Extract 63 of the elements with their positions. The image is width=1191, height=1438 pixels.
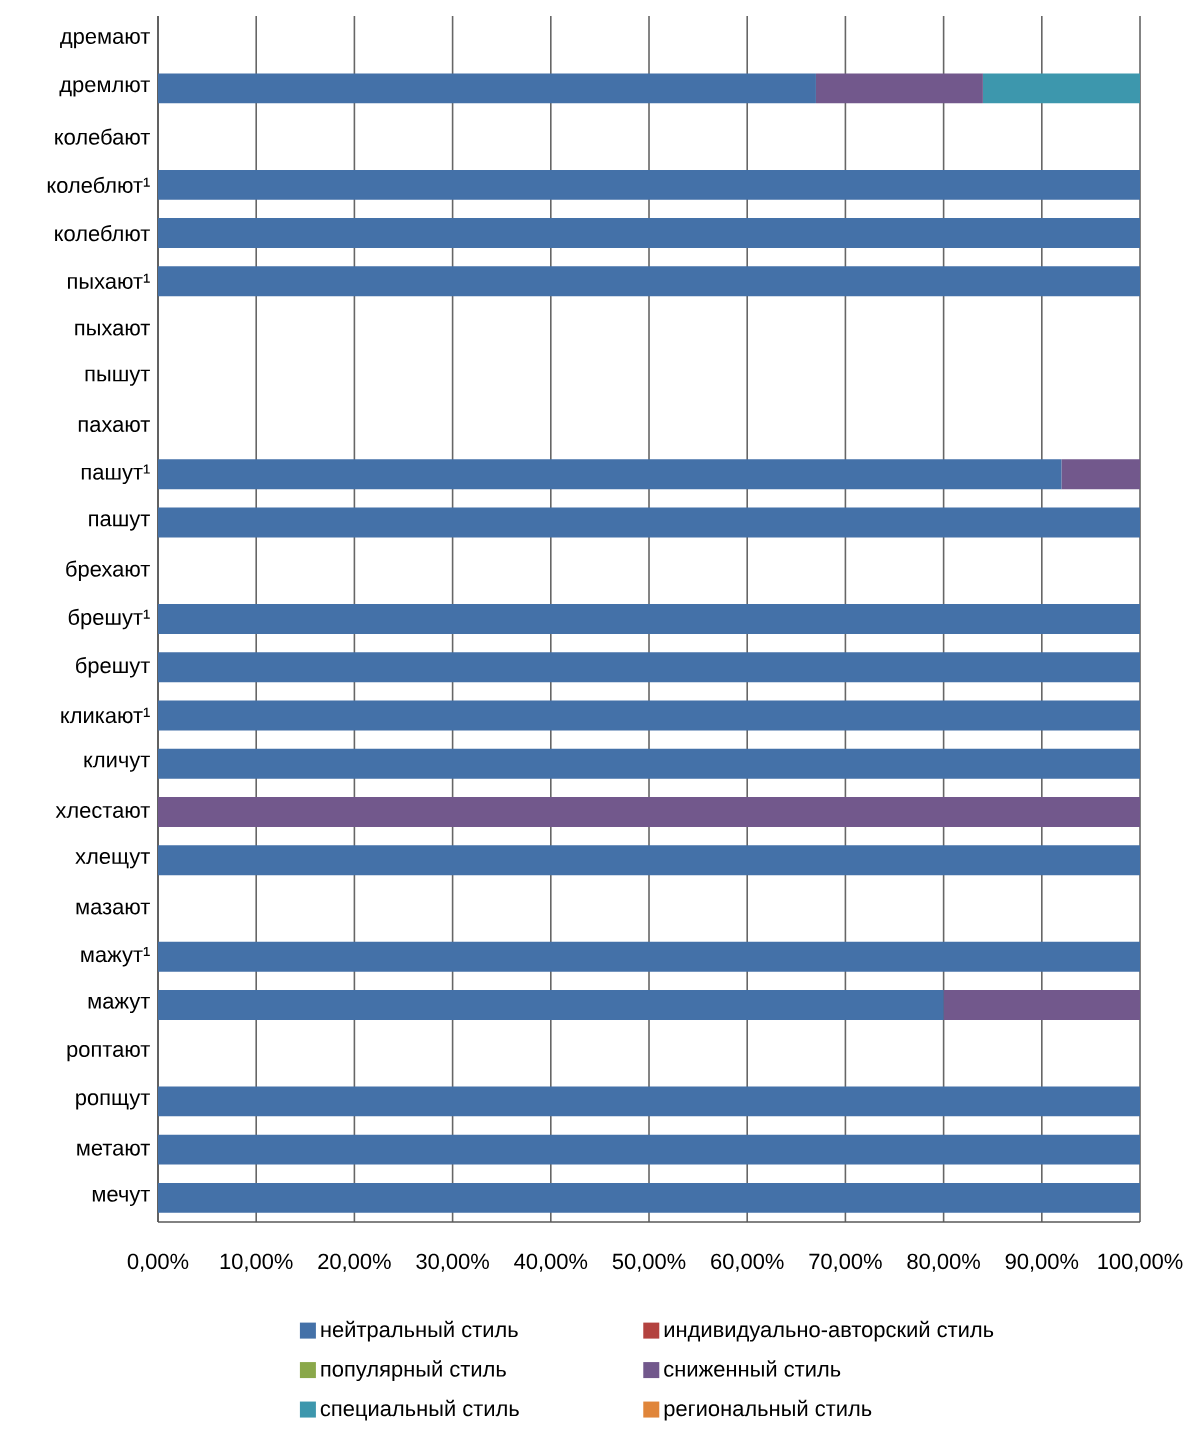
y-tick-label: кликают¹: [61, 707, 151, 724]
y-tick-label: ропщут: [76, 1093, 151, 1110]
bar: [158, 1086, 1141, 1117]
legend-label: индивидуально-авторский стиль: [665, 1320, 994, 1342]
x-tick-label: 70,00%: [809, 1253, 882, 1272]
y-tick-label: мажут: [88, 996, 151, 1014]
y-tick-label: дремают: [60, 31, 151, 49]
bar: [158, 169, 1141, 200]
y-tick-label: пыхают: [75, 323, 151, 336]
x-tick-label: 10,00%: [220, 1253, 293, 1272]
bar: [158, 218, 1141, 249]
bar: [158, 748, 1141, 779]
legend-label: нейтральный стиль: [321, 1320, 518, 1342]
y-tick-label: хлещут: [75, 852, 151, 869]
x-tick-label: 90,00%: [1005, 1253, 1079, 1272]
y-tick-label: колеблют¹: [48, 176, 151, 193]
x-tick-label: 40,00%: [514, 1253, 588, 1272]
y-tick-label: мажут¹: [81, 946, 151, 967]
y-tick-label: пашут¹: [82, 464, 151, 485]
x-tick-label: 0,00%: [127, 1253, 189, 1272]
y-tick-label: дремлют: [59, 80, 151, 97]
y-tick-label: брешут: [76, 656, 151, 678]
bar: [158, 797, 1141, 827]
y-tick-label: брехают: [66, 560, 151, 582]
bar: [158, 73, 817, 104]
y-tick-label: пахают: [79, 420, 151, 433]
bar: [1061, 459, 1141, 490]
legend-label: популярный стиль: [321, 1360, 507, 1382]
y-tick-label: мечут: [93, 1189, 151, 1207]
y-tick-label: мазают: [76, 902, 151, 915]
x-tick-label: 20,00%: [318, 1253, 391, 1272]
bar: [158, 1134, 1141, 1165]
x-tick-label: 30,00%: [416, 1253, 490, 1272]
y-tick-label: колеблют: [55, 224, 151, 242]
y-tick-label: кличут: [84, 755, 151, 772]
y-tick-label: пашут: [89, 514, 151, 531]
y-tick-label: метают: [77, 1143, 151, 1156]
bar: [943, 989, 1141, 1020]
x-tick-label: 100,00%: [1098, 1253, 1183, 1272]
bar: [158, 845, 1141, 876]
bar: [983, 73, 1141, 104]
x-tick-label: 80,00%: [907, 1253, 981, 1272]
bar: [158, 604, 1141, 634]
bar: [158, 989, 944, 1020]
x-tick-label: 50,00%: [612, 1253, 686, 1272]
y-tick-label: колебают: [55, 128, 151, 145]
bar: [158, 941, 1141, 972]
bar: [158, 507, 1141, 538]
legend-label: сниженный стиль: [664, 1360, 841, 1377]
bar: [816, 73, 984, 104]
y-tick-label: роптают: [67, 1045, 151, 1062]
y-tick-label: пыхают¹: [68, 273, 151, 289]
legend-label: региональный стиль: [664, 1399, 872, 1421]
y-tick-label: брешут¹: [68, 608, 151, 630]
x-tick-label: 60,00%: [711, 1253, 784, 1272]
bar: [158, 700, 1141, 731]
bar: [158, 1182, 1141, 1213]
bar: [158, 459, 1062, 490]
legend-label: специальный стиль: [321, 1399, 520, 1421]
y-tick-label: пышут: [85, 369, 151, 386]
bar: [158, 266, 1141, 297]
y-tick-label: хлестают: [55, 805, 151, 818]
bar: [158, 652, 1141, 683]
